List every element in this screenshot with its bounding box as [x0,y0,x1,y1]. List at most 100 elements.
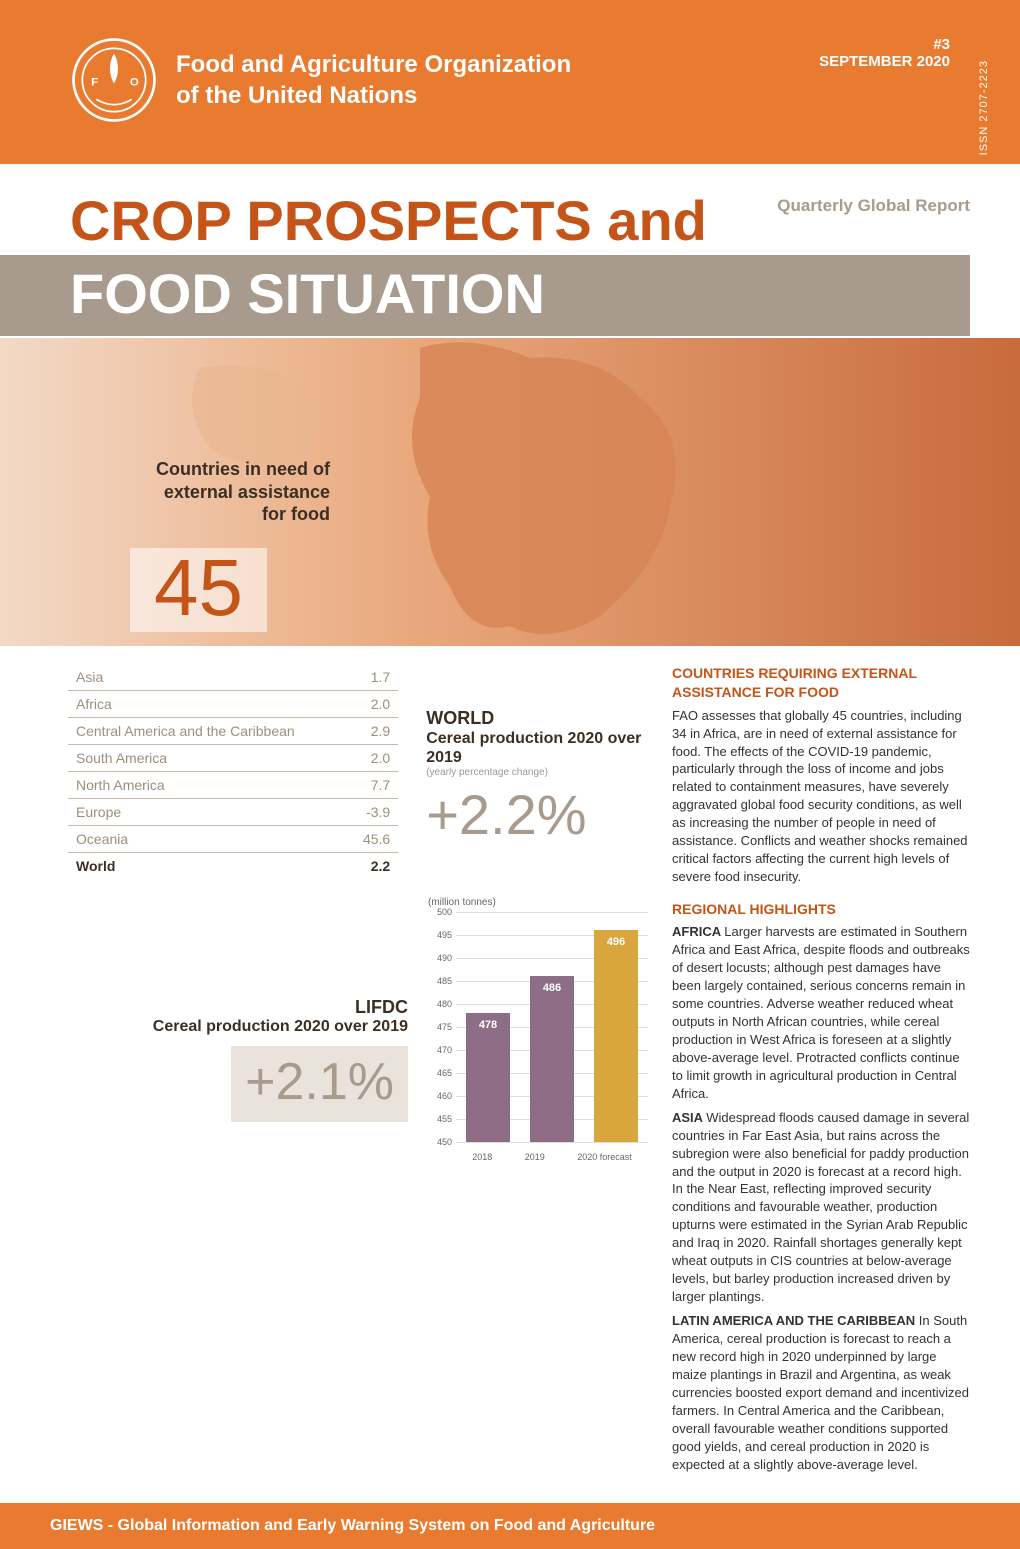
hero-map-band: Countries in need of external assistance… [0,336,1020,646]
table-row: Asia1.7 [68,664,398,691]
y-tick-label: 450 [437,1137,452,1147]
hero-label: Countries in need of external assistance… [50,458,330,526]
fao-logo-icon: F O [70,36,158,124]
regional-item: ASIA Widespread floods caused damage in … [672,1109,970,1306]
row-table-world: Asia1.7Africa2.0Central America and the … [68,664,648,879]
value-cell: 2.9 [347,718,398,745]
y-tick-label: 455 [437,1114,452,1124]
region-cell: Africa [68,691,347,718]
hero-number-box: 45 [130,548,267,632]
region-name: AFRICA [672,924,724,939]
table-row: Africa2.0 [68,691,398,718]
right-column: COUNTRIES REQUIRING EXTERNAL ASSISTANCE … [672,664,970,1479]
page: F O Food and Agriculture Organization of… [0,0,1020,1549]
row-chart-lifdc: LIFDC Cereal production 2020 over 2019 +… [68,897,648,1162]
region-name: ASIA [672,1110,706,1125]
region-cell: Oceania [68,826,347,853]
main-area: Asia1.7Africa2.0Central America and the … [0,646,1020,1503]
value-cell: 2.0 [347,691,398,718]
table-row: Europe-3.9 [68,799,398,826]
bar-chart: 450455460465470475480485490495500 478486… [428,912,648,1162]
y-tick-label: 490 [437,953,452,963]
issue-number: #3 [819,36,950,53]
region-cell: Central America and the Caribbean [68,718,347,745]
svg-text:O: O [130,76,139,88]
hero-number: 45 [154,548,243,628]
value-cell: -3.9 [347,799,398,826]
y-tick-label: 475 [437,1022,452,1032]
x-axis-labels: 2018 2019 2020 forecast [456,1152,648,1162]
y-tick-label: 460 [437,1091,452,1101]
regional-item: AFRICA Larger harvests are estimated in … [672,923,970,1102]
world-label3: (yearly percentage change) [426,767,648,778]
footer-band: GIEWS - Global Information and Early War… [0,1503,1020,1549]
bar: 496 [594,930,638,1142]
bars-container: 478 486 496 [456,912,648,1142]
org-name: Food and Agriculture Organization of the… [176,49,571,111]
y-tick-label: 500 [437,907,452,917]
value-cell: 7.7 [347,772,398,799]
world-stat: WORLD Cereal production 2020 over 2019 (… [426,664,648,847]
region-cell: World [68,853,347,880]
lifdc-label1: LIFDC [68,997,408,1018]
footer-text: GIEWS - Global Information and Early War… [50,1517,655,1534]
pct-change-table: Asia1.7Africa2.0Central America and the … [68,664,398,879]
region-cell: North America [68,772,347,799]
header-band: F O Food and Agriculture Organization of… [0,0,1020,164]
lifdc-label2: Cereal production 2020 over 2019 [68,1018,408,1036]
left-column: Asia1.7Africa2.0Central America and the … [68,664,648,1479]
logo-area: F O Food and Agriculture Organization of… [70,36,571,124]
title-line2: FOOD SITUATION [70,261,970,326]
subtitle: Quarterly Global Report [777,196,970,216]
region-cell: Europe [68,799,347,826]
hero-label-3: for food [50,503,330,526]
region-name: LATIN AMERICA AND THE CARIBBEAN [672,1313,919,1328]
regional-items: AFRICA Larger harvests are estimated in … [672,923,970,1473]
bar-value-label: 496 [594,936,638,948]
value-cell: 2.2 [347,853,398,880]
lifdc-block: LIFDC Cereal production 2020 over 2019 +… [68,997,408,1162]
regional-item: LATIN AMERICA AND THE CARIBBEAN In South… [672,1312,970,1473]
x-tick-label: 2018 [472,1152,492,1162]
lifdc-box: +2.1% [231,1046,408,1122]
x-tick-label: 2019 [525,1152,545,1162]
issn-label: ISSN 2707-2223 [978,60,990,155]
svg-text:F: F [91,76,98,88]
lifdc-pct: +2.1% [245,1052,394,1112]
value-cell: 1.7 [347,664,398,691]
world-label: WORLD [426,708,648,729]
table-row: North America7.7 [68,772,398,799]
title-block: CROP PROSPECTS and Quarterly Global Repo… [0,164,1020,336]
table-row: Oceania45.6 [68,826,398,853]
x-tick-label: 2020 forecast [577,1152,632,1162]
y-tick-label: 470 [437,1045,452,1055]
y-axis: 450455460465470475480485490495500 [428,912,454,1142]
assist-body: FAO assesses that globally 45 countries,… [672,707,970,886]
regional-heading: REGIONAL HIGHLIGHTS [672,900,970,919]
assist-heading: COUNTRIES REQUIRING EXTERNAL ASSISTANCE … [672,664,970,703]
org-line1: Food and Agriculture Organization [176,51,571,78]
value-cell: 2.0 [347,745,398,772]
issue-block: #3 SEPTEMBER 2020 [819,36,950,70]
issue-date: SEPTEMBER 2020 [819,53,950,70]
bar: 478 [466,1013,510,1142]
org-line2: of the United Nations [176,82,417,109]
hero-label-1: Countries in need of [50,458,330,481]
bar-value-label: 478 [466,1019,510,1031]
chart-unit: (million tonnes) [428,897,648,908]
world-label2: Cereal production 2020 over 2019 [426,729,648,767]
y-tick-label: 480 [437,999,452,1009]
chart-wrapper: (million tonnes) 450 455 460 465 470 475 480 48… [428,897,648,1162]
table-row: Central America and the Caribbean2.9 [68,718,398,745]
y-tick-label: 485 [437,976,452,986]
world-pct: +2.2% [426,782,648,847]
table-row-world: World2.2 [68,853,398,880]
bar: 486 [530,976,574,1142]
y-tick-label: 465 [437,1068,452,1078]
title-line2-band: FOOD SITUATION [0,255,970,336]
region-cell: South America [68,745,347,772]
hero-label-2: external assistance [50,481,330,504]
bar-value-label: 486 [530,982,574,994]
value-cell: 45.6 [347,826,398,853]
gridline [456,1142,648,1143]
